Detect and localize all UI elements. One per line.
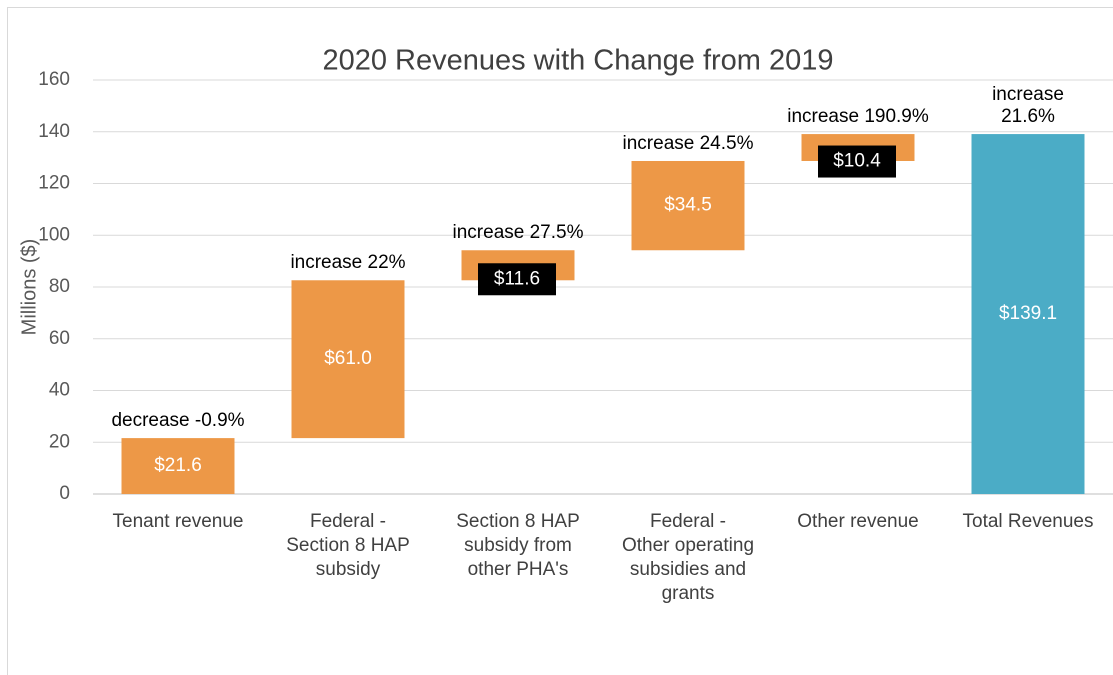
x-tick-label: Tenant revenue (112, 511, 244, 532)
bar (291, 280, 405, 439)
bar (971, 134, 1085, 495)
x-tick-label: Federal - Other operating subsidies and … (621, 511, 755, 604)
annotation: increase 24.5% (622, 133, 754, 154)
value-label: $21.6 (154, 455, 202, 476)
x-tick-label: Federal - Section 8 HAP subsidy (286, 511, 410, 580)
label-box (818, 145, 896, 178)
y-tick-label: 20 (49, 431, 70, 452)
y-tick-label: 80 (49, 276, 70, 297)
bar (121, 438, 235, 494)
annotation: increase 27.5% (452, 222, 584, 244)
y-tick-label: 120 (38, 173, 70, 194)
value-label: $61.0 (324, 348, 372, 369)
label-box (478, 263, 556, 296)
annotation: increase 22% (290, 252, 406, 274)
x-tick-label: Section 8 HAP subsidy from other PHA's (456, 511, 580, 580)
value-label: $34.5 (664, 195, 712, 216)
annotation: increase 21.6% (992, 84, 1064, 128)
value-label: $11.6 (494, 268, 540, 289)
y-tick-label: 0 (59, 483, 70, 504)
value-label: $10.4 (833, 151, 881, 172)
y-tick-label: 40 (49, 380, 70, 401)
y-tick-label: 60 (49, 328, 70, 349)
y-tick-label: 100 (38, 224, 70, 245)
y-axis-label: Millions ($) (18, 239, 40, 336)
y-tick-label: 140 (38, 121, 70, 142)
value-label: $139.1 (999, 303, 1057, 324)
chart-title: 2020 Revenues with Change from 2019 (322, 45, 833, 77)
x-tick-label: Total Revenues (962, 511, 1094, 532)
annotation: increase 190.9% (787, 106, 929, 128)
bar (631, 160, 745, 251)
x-tick-label: Other revenue (797, 511, 919, 532)
y-tick-label: 160 (38, 69, 70, 90)
annotation: decrease -0.9% (111, 410, 245, 432)
